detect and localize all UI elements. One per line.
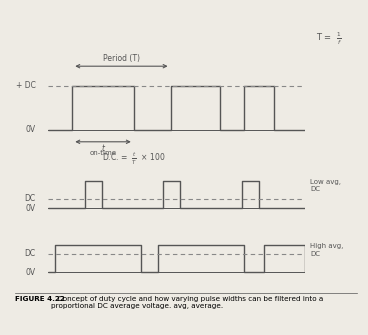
Text: DC: DC (24, 249, 36, 258)
Text: DC: DC (24, 194, 36, 203)
Text: T =  $\frac{1}{f}$: T = $\frac{1}{f}$ (316, 30, 342, 47)
Text: D.C. =  $\frac{t}{T}$  × 100: D.C. = $\frac{t}{T}$ × 100 (102, 150, 166, 167)
Text: DC: DC (310, 186, 320, 192)
Text: DC: DC (310, 251, 320, 257)
Text: 0V: 0V (25, 204, 36, 213)
Text: Period (T): Period (T) (103, 54, 140, 63)
Text: on-time: on-time (89, 150, 117, 156)
Text: t: t (102, 144, 105, 153)
Text: High avg,: High avg, (310, 243, 344, 249)
Text: Low avg,: Low avg, (310, 179, 341, 185)
Text: + DC: + DC (16, 81, 36, 90)
Text: FIGURE 4.22: FIGURE 4.22 (15, 296, 65, 303)
Text: 0V: 0V (25, 125, 36, 134)
Text: 0V: 0V (25, 268, 36, 277)
Text: Concept of duty cycle and how varying pulse widths can be filtered into a propor: Concept of duty cycle and how varying pu… (51, 296, 323, 310)
